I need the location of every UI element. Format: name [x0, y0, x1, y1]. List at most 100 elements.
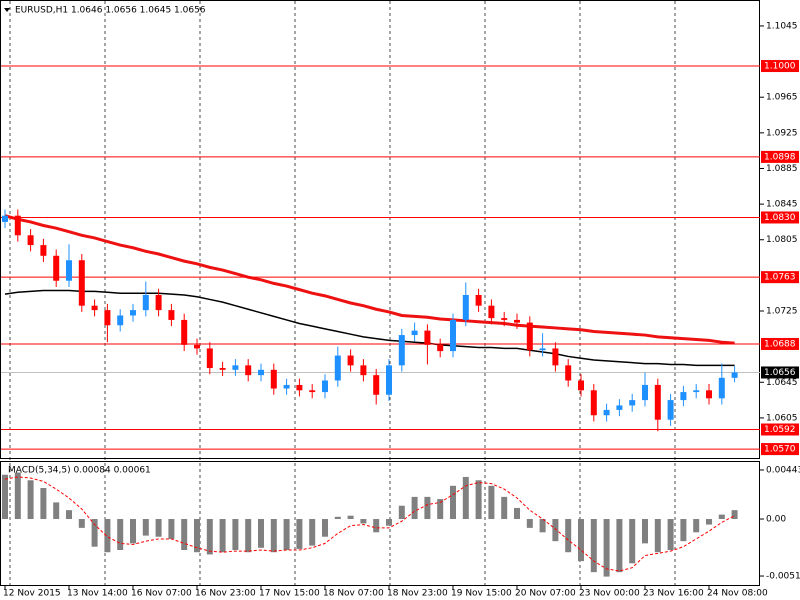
level-label: 1.0830	[764, 213, 796, 223]
indicator-line	[4, 214, 735, 345]
menu-icon[interactable]	[4, 8, 10, 12]
candle-body	[629, 400, 636, 406]
macd-bar	[270, 519, 277, 553]
macd-bar	[258, 519, 264, 548]
macd-bar	[155, 519, 162, 537]
candle-body	[334, 355, 341, 381]
candle-body	[78, 260, 85, 306]
x-tick-label: 18 Nov 07:00	[323, 589, 384, 599]
macd-bar	[386, 519, 392, 526]
candle-body	[578, 380, 584, 391]
candle-body	[155, 294, 162, 311]
candle-body	[130, 310, 136, 316]
macd-bar	[488, 485, 495, 520]
candle-body	[462, 294, 469, 320]
macd-bar	[27, 480, 34, 520]
macd-bar	[565, 519, 572, 553]
macd-bar	[91, 519, 98, 547]
x-tick-label: 23 Nov 00:00	[579, 589, 640, 599]
candle-body	[424, 330, 431, 345]
candle-body	[168, 310, 175, 320]
candle-body	[590, 390, 597, 416]
macd-bar	[475, 480, 482, 520]
macd-bar	[654, 519, 661, 553]
candle-body	[104, 310, 111, 326]
candle-body	[296, 384, 303, 391]
x-tick-label: 16 Nov 07:00	[131, 589, 192, 599]
macd-bar	[130, 519, 136, 544]
level-label-box	[761, 423, 799, 436]
macd-bar	[142, 519, 149, 536]
macd-bar	[450, 485, 456, 520]
macd-bar	[552, 519, 559, 542]
macd-title: MACD(5,34,5) 0.00084 0.00061	[8, 466, 151, 476]
macd-bar	[104, 519, 111, 553]
x-tick-label: 12 Nov 2015	[3, 589, 61, 599]
candle-body	[539, 348, 546, 351]
y-tick-label: 1.0845	[766, 200, 798, 210]
macd-bar	[501, 496, 508, 520]
x-tick-label: 17 Nov 15:00	[259, 589, 320, 599]
candle-body	[270, 369, 277, 389]
y-tick-label: 1.0885	[766, 164, 798, 174]
candle-body	[706, 390, 712, 399]
y-tick-label: 1.0925	[766, 128, 798, 138]
candle-body	[693, 390, 700, 393]
candle-body	[309, 390, 316, 393]
candle-body	[117, 315, 124, 326]
candle-body	[66, 260, 72, 281]
macd-bar	[78, 519, 85, 528]
x-tick-label: 13 Nov 14:00	[67, 589, 128, 599]
macd-bar	[693, 519, 700, 533]
candle-body	[194, 344, 200, 349]
candle-body	[360, 365, 367, 376]
macd-bar	[206, 519, 213, 555]
level-label-box	[761, 150, 799, 163]
indicator-line	[4, 289, 735, 367]
macd-bar	[14, 472, 21, 520]
candle-body	[501, 318, 508, 320]
macd-bar	[437, 499, 444, 520]
candle-body	[616, 405, 623, 410]
candle-body	[552, 348, 559, 366]
macd-bar	[245, 519, 252, 553]
level-label: 1.0763	[764, 273, 796, 283]
x-tick-label: 19 Nov 15:00	[451, 589, 512, 599]
candle-body	[322, 380, 328, 393]
candle-body	[386, 365, 392, 395]
chart-title: EURUSD,H1 1.0646 1.0656 1.0645 1.0656	[15, 6, 206, 16]
macd-bar	[667, 519, 674, 551]
macd-bar	[398, 505, 405, 520]
candle-body	[245, 365, 252, 376]
candle-body	[27, 235, 34, 246]
x-tick-label: 20 Nov 07:00	[515, 589, 576, 599]
level-label-box	[761, 60, 799, 73]
macd-bar	[590, 519, 597, 573]
macd-bar	[40, 488, 47, 520]
level-label: 1.1000	[764, 62, 796, 72]
candle-body	[526, 322, 533, 351]
candle-body	[718, 377, 725, 399]
candle-body	[258, 369, 264, 376]
macd-bar	[373, 519, 380, 533]
candle-body	[347, 355, 354, 366]
x-tick-label: 16 Nov 23:00	[195, 589, 256, 599]
candle-body	[181, 319, 188, 345]
candle-body	[450, 319, 456, 352]
macd-bar	[334, 516, 341, 520]
macd-bar	[53, 502, 60, 520]
candle-body	[398, 335, 405, 366]
macd-bar	[616, 519, 623, 573]
macd-bar	[706, 519, 712, 525]
level-label: 1.0688	[764, 339, 796, 349]
candle-body	[565, 365, 572, 381]
x-tick-label: 24 Nov 08:00	[707, 589, 768, 599]
macd-bar	[181, 519, 188, 551]
current-price-box	[761, 366, 799, 379]
macd-bar	[117, 519, 124, 551]
signal-line	[4, 476, 735, 572]
macd-bar	[360, 519, 367, 524]
macd-bar	[731, 510, 738, 520]
y-tick-label: 1.1045	[766, 21, 798, 31]
macd-bar	[539, 519, 546, 533]
